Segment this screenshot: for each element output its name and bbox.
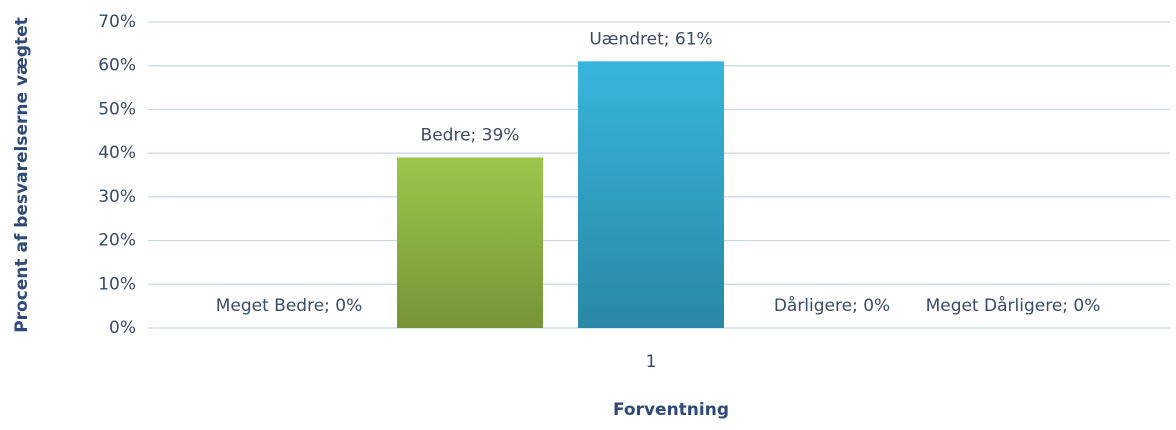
data-label: Meget Dårligere; 0% — [926, 295, 1101, 316]
y-tick-label: 0% — [109, 318, 136, 338]
bar-shade — [578, 61, 724, 328]
y-tick-label: 20% — [98, 231, 136, 251]
x-tick-label: 1 — [646, 352, 657, 372]
data-label: Meget Bedre; 0% — [216, 296, 363, 316]
bar-shade — [397, 157, 543, 328]
y-axis-title: Procent af besvarelserne vægtet — [12, 17, 32, 333]
y-tick-label: 40% — [98, 143, 136, 163]
y-tick-label: 60% — [98, 56, 136, 76]
y-tick-label: 10% — [98, 274, 136, 294]
data-label: Dårligere; 0% — [774, 295, 890, 316]
y-tick-label: 30% — [98, 187, 136, 207]
data-label: Uændret; 61% — [589, 29, 712, 49]
y-tick-label: 70% — [98, 12, 136, 32]
y-tick-label: 50% — [98, 99, 136, 119]
data-label: Bedre; 39% — [421, 126, 520, 146]
x-axis-title: Forventning — [613, 400, 729, 420]
